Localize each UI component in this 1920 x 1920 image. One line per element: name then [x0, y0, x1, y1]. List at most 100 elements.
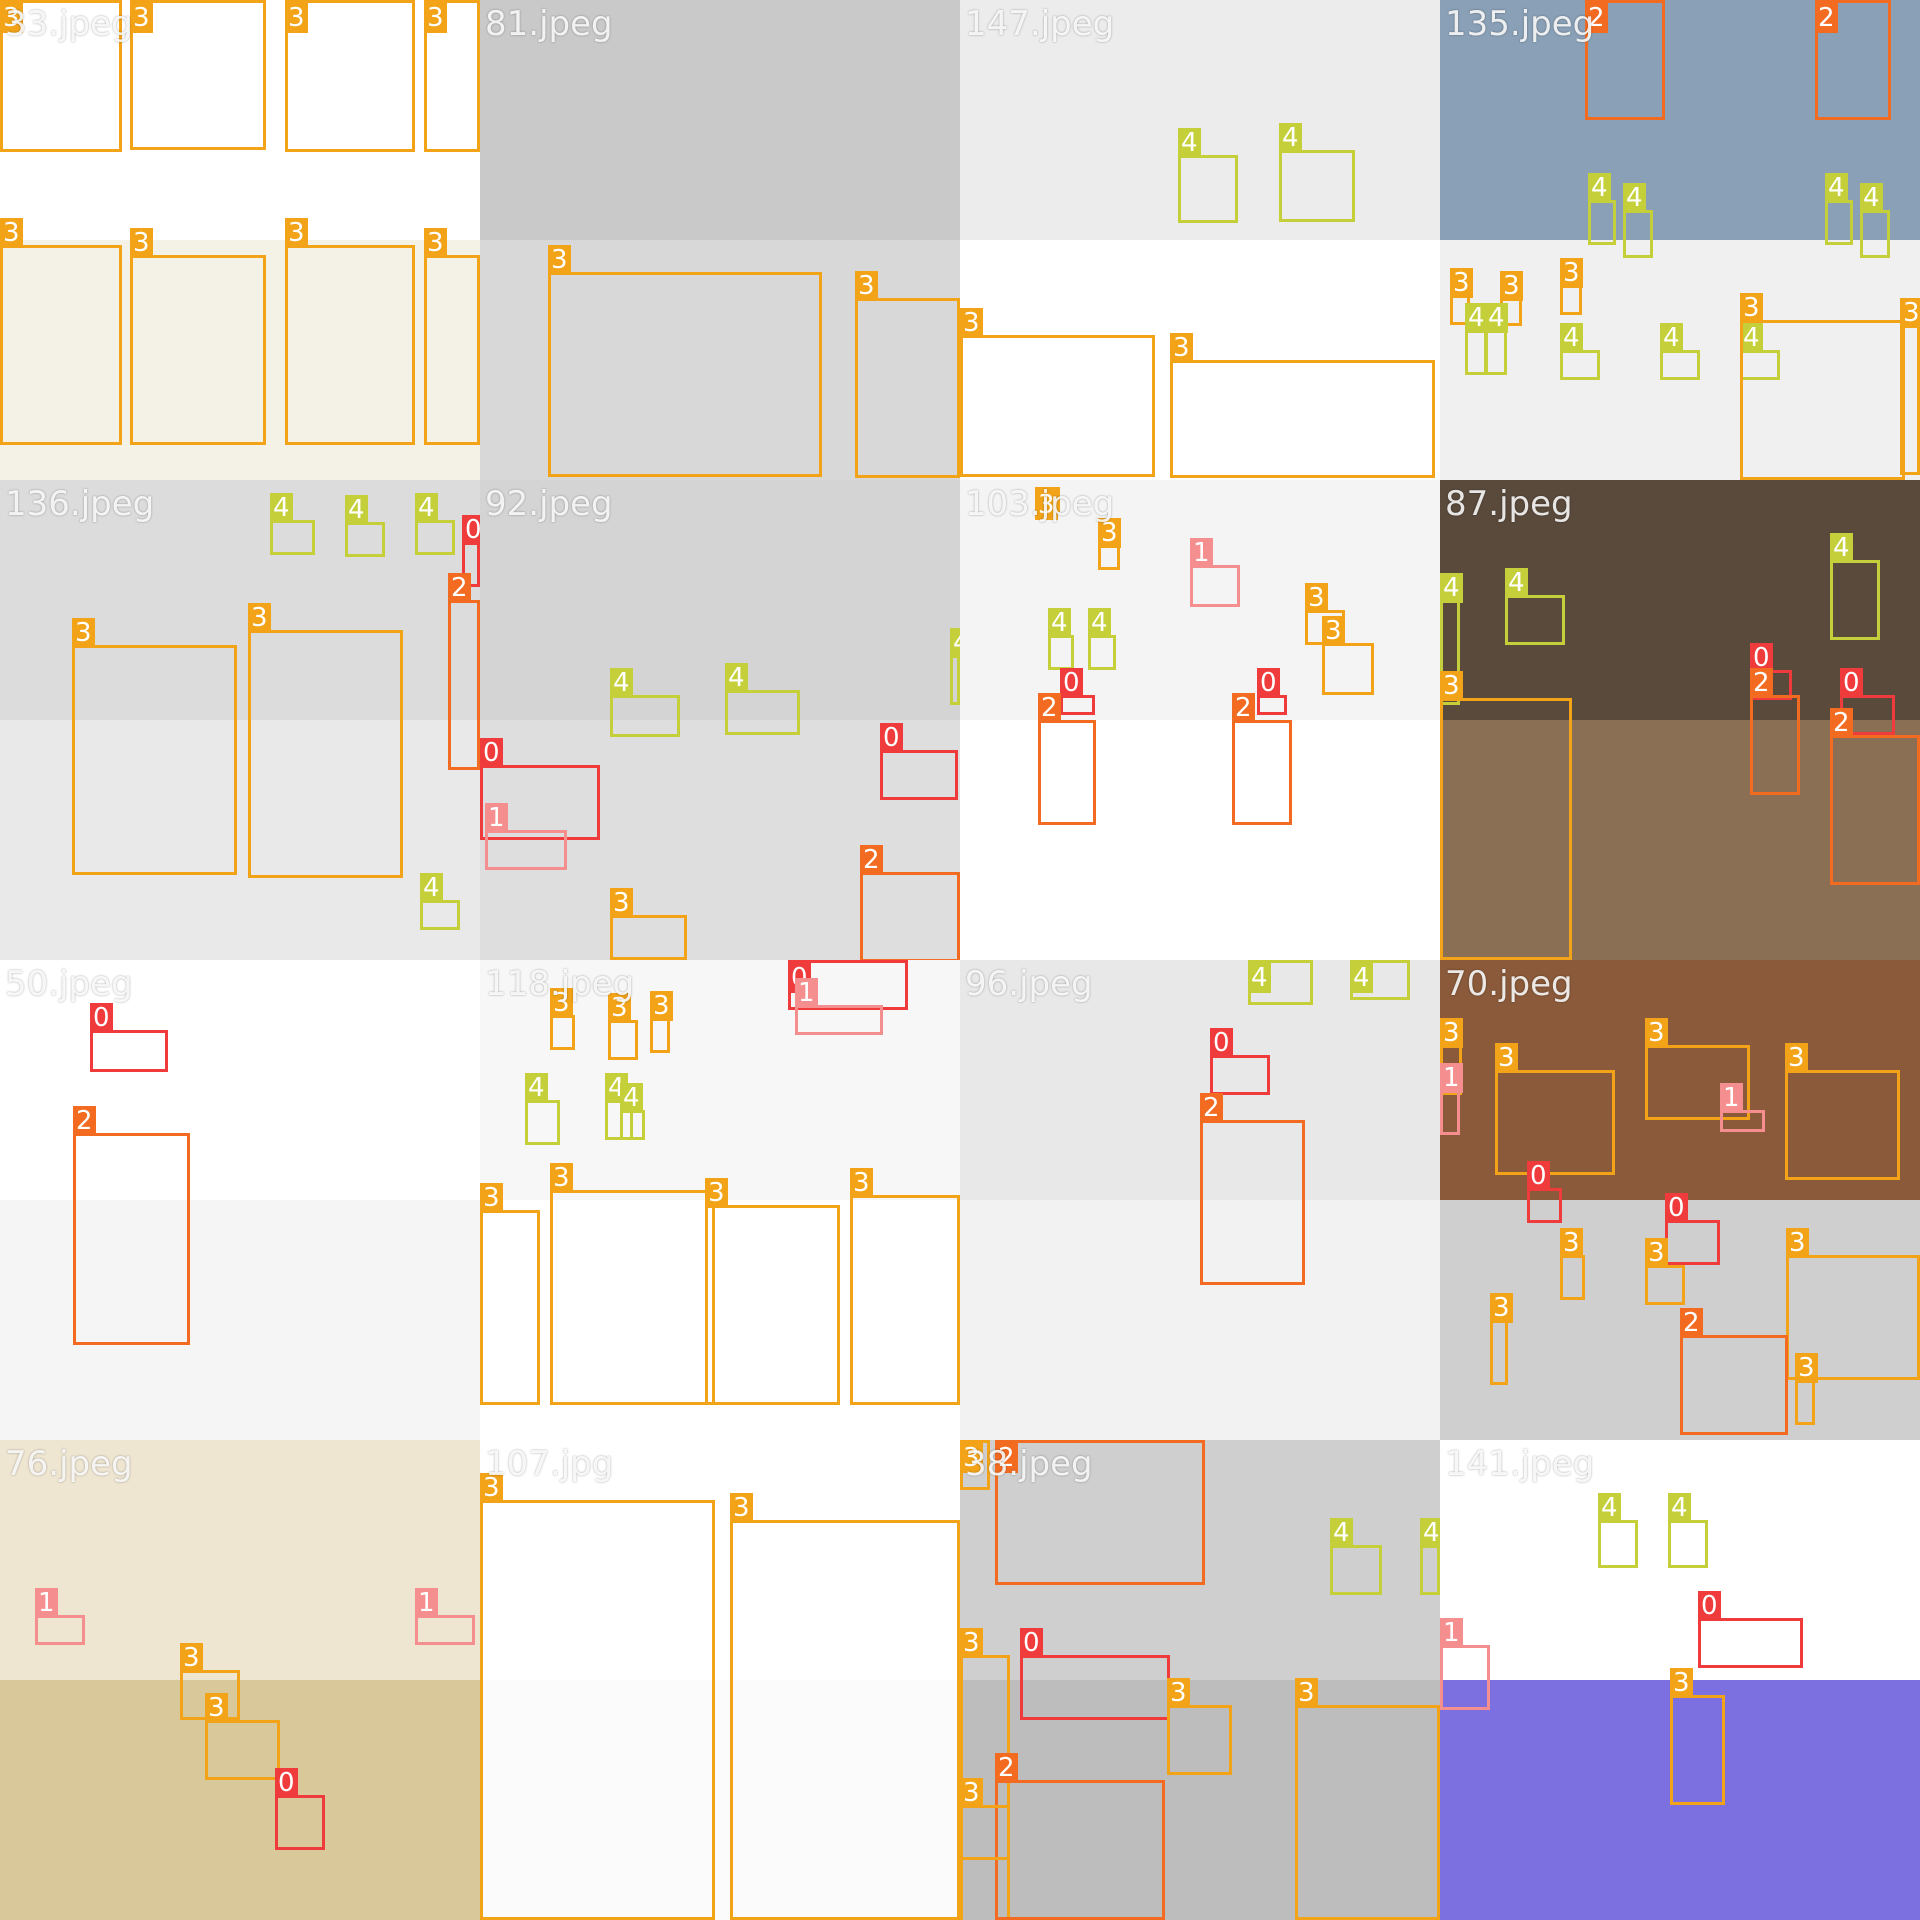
class-label: 3: [0, 218, 23, 248]
detection-box: 3: [180, 1643, 240, 1720]
class-label: 1: [1720, 1083, 1743, 1113]
class-label: 3: [480, 1183, 503, 1213]
detection-box: 3: [285, 0, 415, 152]
class-label: 3: [1495, 1043, 1518, 1073]
tile-filename: 141.jpeg: [1445, 1444, 1595, 1484]
detection-box: 2: [1200, 1093, 1305, 1285]
detection-box: 3: [1786, 1228, 1920, 1380]
class-label: 3: [1560, 258, 1583, 288]
class-label: 4: [620, 1083, 643, 1113]
detection-box: 4: [1440, 573, 1463, 705]
class-label: 3: [1900, 298, 1920, 328]
class-label: 3: [248, 603, 271, 633]
detection-box: 3: [730, 1493, 960, 1920]
class-label: 4: [270, 493, 293, 523]
detection-box: 3: [705, 1178, 840, 1405]
detection-box: 1: [1440, 1063, 1463, 1135]
detection-box: 4: [1830, 533, 1880, 640]
class-label: 0: [1020, 1628, 1043, 1658]
detection-box: 4: [1860, 183, 1890, 258]
class-label: 4: [1420, 1518, 1440, 1548]
photo-region: [0, 240, 480, 480]
detection-box: 4: [1465, 303, 1488, 375]
class-label: 3: [1490, 1293, 1513, 1323]
detection-box: 4: [1660, 323, 1700, 380]
detection-box: 4: [950, 628, 960, 705]
mosaic-tile: 81.jpeg 3 3: [480, 0, 960, 480]
detection-box: 4: [1088, 608, 1116, 670]
tile-filename: 96.jpeg: [965, 964, 1093, 1004]
photo-region: [960, 720, 1440, 960]
class-label: 2: [995, 1443, 1018, 1473]
photo-region: [1440, 960, 1920, 1200]
mosaic-tile: 96.jpeg 4 4 0 2: [960, 960, 1440, 1440]
class-label: 3: [548, 245, 571, 275]
detection-box: 1: [795, 978, 883, 1035]
class-label: 3: [1440, 1018, 1463, 1048]
detection-box: 3: [1490, 1293, 1513, 1385]
detection-box: 4: [525, 1073, 560, 1145]
detection-box: 3: [1322, 616, 1374, 695]
class-label: 3: [1295, 1678, 1318, 1708]
detection-box: 3: [960, 1778, 1010, 1860]
class-label: 3: [130, 3, 153, 33]
detection-box: 3: [1305, 583, 1345, 645]
mosaic-tile: 103.jpeg 3 3 1 3 3 4 4 0 0 2 2: [960, 480, 1440, 960]
detection-box: 0: [1527, 1161, 1562, 1223]
detection-box: 4: [345, 495, 385, 557]
class-label: 0: [1257, 668, 1280, 698]
detection-box: 4: [1588, 173, 1616, 245]
detection-box: 3: [1560, 258, 1583, 315]
tile-photo: [1440, 0, 1920, 480]
class-label: 3: [1645, 1018, 1668, 1048]
detection-box: 3: [1645, 1238, 1685, 1305]
class-label: 3: [610, 888, 633, 918]
detection-box: 0: [480, 738, 600, 840]
detection-box: 3: [424, 228, 480, 445]
class-label: 3: [1500, 271, 1523, 301]
photo-region: [960, 480, 1440, 720]
detection-box: 3: [130, 0, 266, 150]
photo-region: [0, 1440, 480, 1680]
class-label: 0: [462, 515, 480, 545]
detection-box: 2: [448, 573, 480, 770]
class-label: 4: [1860, 183, 1883, 213]
detection-box: 3: [130, 228, 266, 445]
class-label: 4: [725, 663, 748, 693]
class-label: 4: [950, 628, 960, 658]
detection-box: 3: [960, 308, 1155, 477]
class-label: 1: [1440, 1063, 1463, 1093]
detection-box: 3: [1900, 298, 1920, 475]
mosaic-tile: 107.jpg 3 3: [480, 1440, 960, 1920]
photo-region: [480, 1200, 960, 1440]
detection-box: 3: [1035, 487, 1060, 520]
class-label: 3: [705, 1178, 728, 1208]
tile-photo: [1440, 960, 1920, 1440]
class-label: 2: [1830, 708, 1853, 738]
detection-box: 3: [1560, 1228, 1585, 1300]
detection-box: 3: [0, 0, 122, 152]
class-label: 3: [1786, 1228, 1809, 1258]
mosaic-tile: 50.jpeg 0 2: [0, 960, 480, 1440]
tile-filename: 135.jpeg: [1445, 4, 1595, 44]
tile-photo: [0, 0, 480, 480]
detection-box: 3: [650, 991, 673, 1053]
detection-box: 0: [90, 1003, 168, 1072]
mosaic-tile: 76.jpeg 1 1 3 3 0: [0, 1440, 480, 1920]
detection-box: 0: [1257, 668, 1287, 715]
class-label: 2: [73, 1106, 96, 1136]
detection-box: 3: [550, 1163, 715, 1405]
detection-box: 3: [1785, 1043, 1900, 1180]
class-label: 3: [960, 1778, 983, 1808]
detection-box: 4: [1279, 123, 1355, 222]
detection-box: 2: [1680, 1308, 1788, 1435]
detection-box: 0: [462, 515, 480, 587]
class-label: 3: [855, 271, 878, 301]
class-label: 3: [205, 1693, 228, 1723]
detection-box: 3: [1740, 293, 1905, 480]
detection-box: 3: [850, 1168, 960, 1405]
tile-filename: 70.jpeg: [1445, 964, 1573, 1004]
class-label: 3: [1785, 1043, 1808, 1073]
detection-box: 0: [1020, 1628, 1170, 1720]
